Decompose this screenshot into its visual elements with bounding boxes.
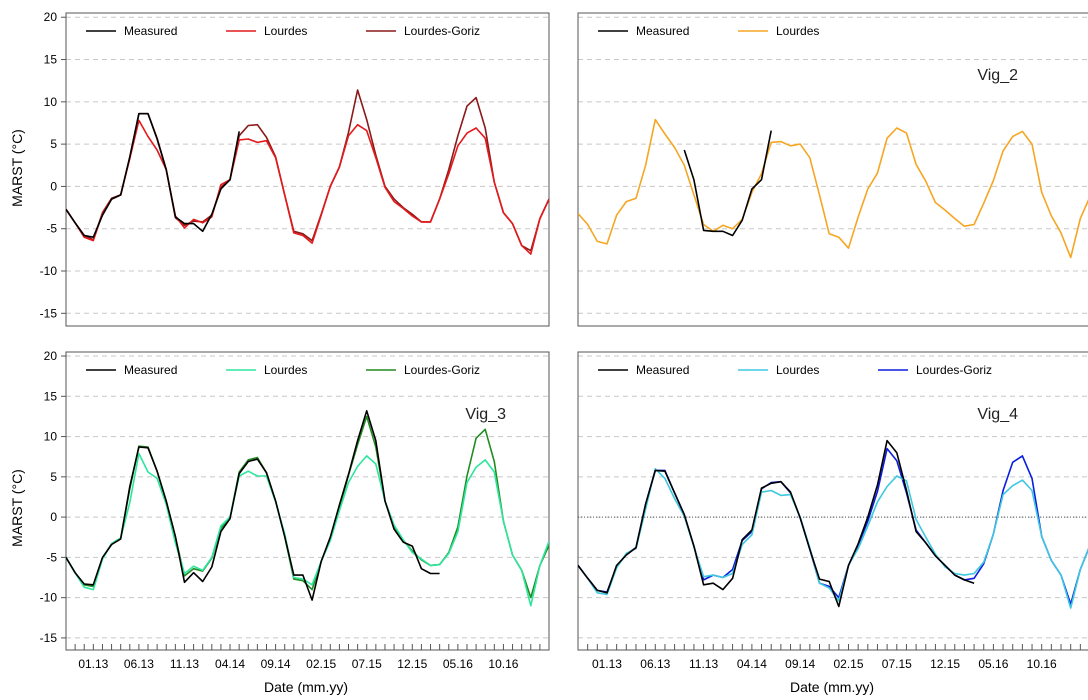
y-tick-label: 15 [44,389,58,403]
chart-panel-4: 01.13 06.13 11.13 04.14 09.14 02.15 07.15 12.15… [577,351,1088,671]
x-tick-label: 06.13 [124,657,154,671]
series-line-measured [66,112,240,238]
x-tick-label: 07.15 [882,657,912,671]
x-tick-label: 06.13 [640,657,670,671]
series-lines [578,439,1088,609]
legend-label: Lourdes [264,363,307,377]
y-tick-label: -5 [46,550,57,564]
y-tick-label: 20 [44,10,58,24]
legend-label: Measured [636,363,689,377]
y-tick-label: -10 [40,264,58,278]
x-tick-label: 10.16 [488,657,518,671]
legend-label: Lourdes-Goriz [916,363,992,377]
series-line-lourdes [66,452,549,607]
x-tick-label: 04.14 [215,657,245,671]
panel-title: Vig_3 [465,406,506,423]
panel-title: Vig_4 [977,406,1018,423]
x-tick-label: 11.13 [689,657,718,671]
legend-label: Measured [124,363,177,377]
x-tick-label: 10.16 [1027,657,1057,671]
y-tick-label: 0 [50,510,57,524]
series-line-lourdes-goriz [66,415,549,599]
series-lines [578,118,1088,259]
y-tick-label: 15 [44,53,58,67]
y-tick-label: 0 [50,179,57,193]
chart-panel-2: Measured Lourdes Vig_2 [577,12,1088,327]
legend-label: Lourdes [264,24,307,38]
legend-label: Measured [636,24,689,38]
x-tick-label: 02.15 [306,657,336,671]
legend-label: Lourdes [776,24,819,38]
x-tick-label: 02.15 [833,657,863,671]
series-line-lourdes [66,119,549,255]
series-line-lourdes [578,118,1088,259]
x-tick-label: 09.14 [261,657,291,671]
y-tick-label: -10 [40,591,58,605]
x-tick-label: 01.13 [78,657,108,671]
x-tick-label: 11.13 [170,657,199,671]
plot-frame [577,12,1088,327]
x-axis-title-right: Date (mm.yy) [790,679,874,695]
chart-panel-1: 20 15 10 5 0 -5 -10 -15 Measured Lourdes Lourdes-G… [40,10,550,327]
chart-panel-3: 20 15 10 5 0 -5 -10 -15 01.13 06.13 11.13 04.14 09.1… [40,349,550,671]
y-axis-title-bottom: MARST (°C) [9,469,25,547]
y-tick-label: -15 [40,306,58,320]
y-tick-label: -5 [46,222,57,236]
plot-frame [577,351,1088,651]
series-line-measured [66,410,440,601]
series-line-measured [578,439,975,608]
y-tick-label: -15 [40,631,58,645]
legend-label: Measured [124,24,177,38]
legend-label: Lourdes-Goriz [404,24,480,38]
plot-frame [65,12,550,327]
y-tick-label: 5 [50,137,57,151]
x-tick-label: 01.13 [592,657,622,671]
x-tick-label: 09.14 [785,657,815,671]
legend-label: Lourdes [776,363,819,377]
x-tick-label: 04.14 [737,657,767,671]
series-line-lourdes [578,468,1088,609]
y-tick-label: 5 [50,470,57,484]
x-tick-label: 05.16 [978,657,1008,671]
x-tick-label: 12.15 [930,657,960,671]
series-lines [66,89,549,255]
legend-label: Lourdes-Goriz [404,363,480,377]
series-lines [66,410,549,607]
x-tick-label: 12.15 [397,657,427,671]
x-axis-title-left: Date (mm.yy) [264,679,348,695]
x-tick-label: 05.16 [443,657,473,671]
y-tick-label: 10 [44,430,58,444]
y-tick-label: 10 [44,95,58,109]
x-tick-label: 07.15 [352,657,382,671]
plot-frame [65,351,550,651]
panel-title: Vig_2 [977,67,1018,84]
series-line-measured [683,130,772,237]
y-axis-title-top: MARST (°C) [9,129,25,207]
chart-panels: 20 15 10 5 0 -5 -10 -15 Measured Lourdes Lourdes-G… [40,10,1088,671]
y-tick-label: 20 [44,349,58,363]
